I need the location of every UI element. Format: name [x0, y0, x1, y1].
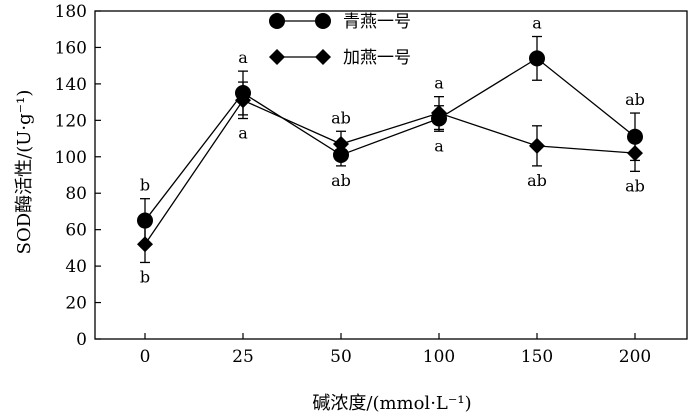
- y-tick-label: 20: [65, 294, 87, 314]
- significance-label: ab: [625, 176, 645, 195]
- y-tick-label: 100: [55, 148, 87, 168]
- y-tick-label: 140: [55, 75, 87, 95]
- legend-label: 青燕一号: [343, 12, 411, 32]
- legend-marker: [315, 13, 331, 29]
- x-tick-label: 100: [423, 347, 455, 367]
- x-tick-label: 0: [140, 347, 151, 367]
- y-tick-label: 0: [76, 330, 87, 350]
- x-tick-label: 50: [330, 347, 352, 367]
- significance-label: a: [238, 124, 248, 143]
- axes: 0 20 40 60 80 100 120 140 160 180 0 25 50 100 150 200: [55, 2, 688, 367]
- significance-label: a: [532, 14, 542, 33]
- significance-label: ab: [331, 171, 351, 190]
- y-tick-label: 180: [55, 2, 87, 22]
- x-tick-label: 25: [232, 347, 254, 367]
- series-line-1: [144, 99, 636, 245]
- data-point: [431, 105, 447, 122]
- y-tick-label: 160: [55, 38, 87, 58]
- data-point: [333, 146, 349, 163]
- error-bars: [140, 35, 640, 264]
- significance-label: ab: [527, 171, 547, 190]
- significance-label: ab: [331, 108, 351, 127]
- y-tick-label: 40: [65, 257, 87, 277]
- x-tick-label: 200: [619, 347, 651, 367]
- legend-label: 加燕一号: [343, 48, 411, 68]
- x-tick-label: 150: [521, 347, 553, 367]
- data-point: [529, 50, 545, 67]
- data-point: [529, 137, 545, 154]
- significance-label: ab: [625, 90, 645, 109]
- x-axis-title: 碱浓度/(mmol·L⁻¹): [312, 393, 471, 414]
- legend-marker: [315, 49, 331, 65]
- plot-frame: [94, 10, 688, 340]
- data-point: [137, 236, 153, 253]
- data-markers: [137, 50, 643, 253]
- significance-label: b: [140, 176, 150, 195]
- legend-marker: [269, 49, 285, 65]
- data-point: [627, 128, 643, 145]
- data-point: [137, 212, 153, 229]
- significance-labels: b b a a ab ab a a a ab ab ab: [140, 14, 645, 287]
- significance-label: a: [434, 136, 444, 155]
- y-tick-label: 80: [65, 184, 87, 204]
- significance-label: b: [140, 267, 150, 286]
- significance-label: a: [238, 48, 248, 67]
- series-line-0: [144, 57, 636, 221]
- y-tick-label: 120: [55, 111, 87, 131]
- y-tick-label: 60: [65, 221, 87, 241]
- y-axis-title: SOD酶活性/(U·g⁻¹): [14, 90, 35, 255]
- significance-label: a: [434, 74, 444, 93]
- data-point: [333, 136, 349, 153]
- data-point: [235, 92, 251, 109]
- data-point: [627, 145, 643, 162]
- legend-marker: [269, 13, 285, 29]
- series-lines: [144, 57, 636, 245]
